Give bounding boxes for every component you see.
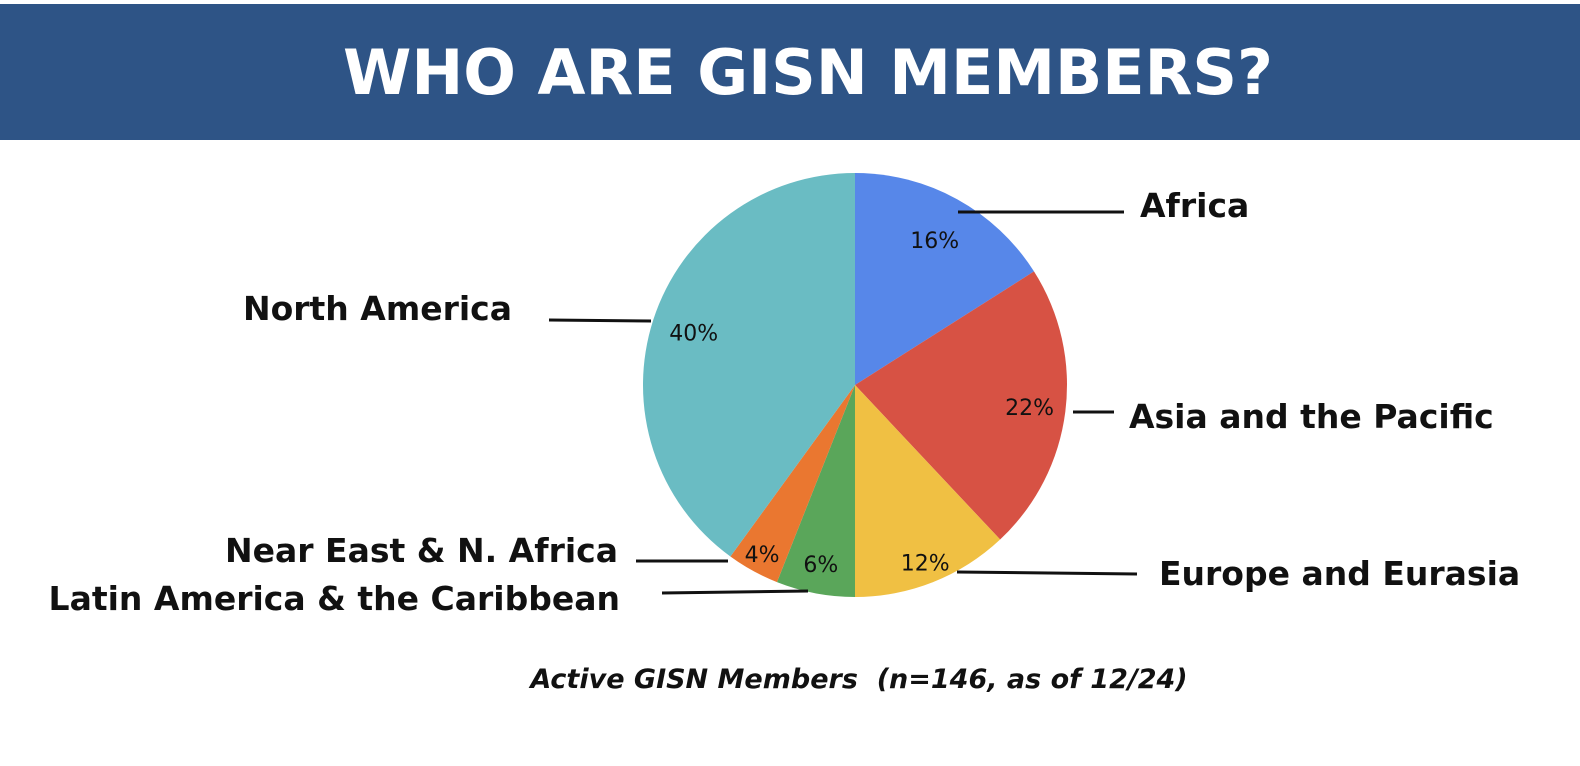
pie-slice-latin-america-and-the-caribbean: [776, 385, 855, 597]
leader-line-europe-and-eurasia: [956, 570, 1138, 576]
leader-lines: [548, 210, 1138, 595]
category-label-latin-america-and-the-caribbean: Latin America & the Caribbean: [49, 579, 620, 618]
percent-label-latin-america-and-the-caribbean: 6%: [803, 553, 838, 578]
leader-line-north-america: [548, 318, 652, 323]
chart-caption: Active GISN Members (n=146, as of 12/24): [530, 664, 1188, 695]
percent-labels: 16% 22% 12% 6% 4% 40%: [669, 229, 1054, 578]
pie-slice-europe-and-eurasia: [855, 385, 1001, 597]
category-label-africa: Africa: [1140, 186, 1249, 225]
page-title: WHO ARE GISN MEMBERS?: [342, 35, 1274, 109]
leader-line-latin-america-and-the-caribbean: [661, 589, 809, 595]
pie-slice-asia-and-the-pacific: [855, 271, 1067, 540]
category-label-north-america: North America: [243, 289, 512, 328]
pie-slice-africa: [855, 173, 1034, 385]
percent-label-asia-and-the-pacific: 22%: [1005, 396, 1054, 421]
pie-slice-near-east-and-n-africa: [730, 385, 855, 583]
percent-label-europe-and-eurasia: 12%: [901, 551, 950, 576]
category-labels: Africa Asia and the Pacific Europe and Eur…: [49, 186, 1521, 618]
category-label-asia-and-the-pacific: Asia and the Pacific: [1129, 397, 1494, 436]
percent-label-africa: 16%: [910, 229, 959, 254]
pie-slice-north-america: [642, 173, 855, 557]
title-banner: WHO ARE GISN MEMBERS?: [0, 4, 1580, 140]
category-label-near-east-and-n-africa: Near East & N. Africa: [225, 531, 618, 570]
category-label-europe-and-eurasia: Europe and Eurasia: [1159, 554, 1520, 593]
percent-label-north-america: 40%: [669, 322, 718, 347]
percent-label-near-east-and-n-africa: 4%: [745, 543, 780, 568]
pie-slices: [642, 173, 1067, 597]
